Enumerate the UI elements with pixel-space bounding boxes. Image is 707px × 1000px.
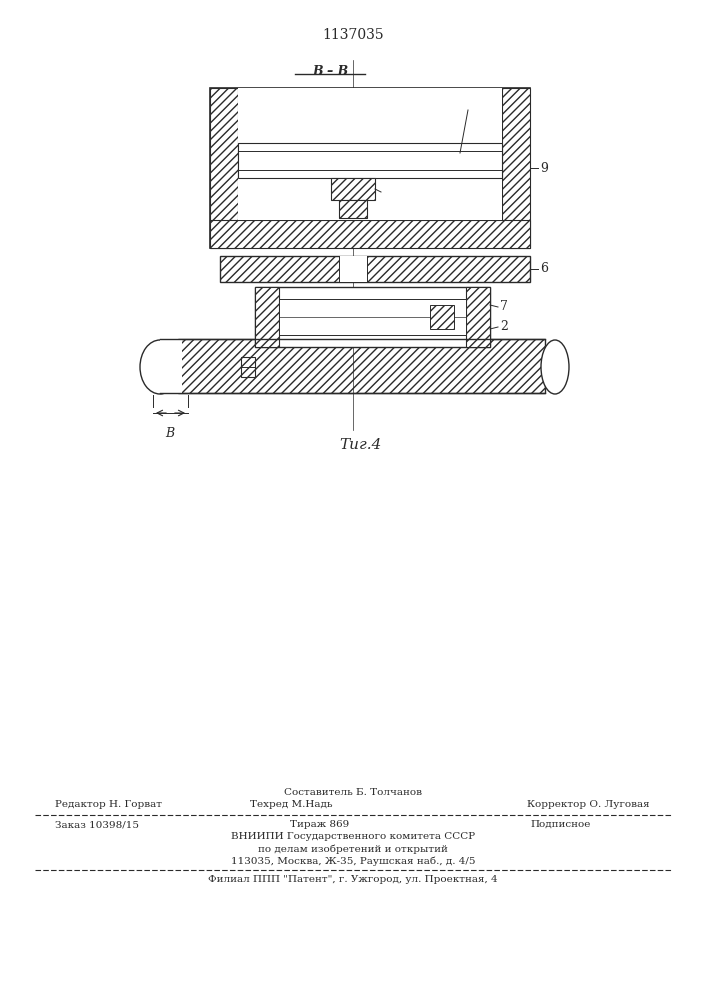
Bar [339,256,367,282]
Bar [339,200,367,218]
Bar [238,143,502,178]
Bar [255,287,279,347]
Text: Τиг.4: Τиг.4 [339,438,381,452]
Text: Составитель Б. Толчанов: Составитель Б. Толчанов [284,788,422,797]
Bar [331,178,375,200]
Text: Корректор О. Луговая: Корректор О. Луговая [527,800,650,809]
Bar [241,357,255,377]
Bar [210,88,530,248]
Bar [279,299,466,335]
Ellipse shape [140,340,180,394]
Bar [430,305,454,329]
Text: 9: 9 [540,161,548,174]
Bar [255,287,490,347]
Bar [238,88,502,220]
Text: Тираж 869: Тираж 869 [290,820,349,829]
Bar [210,88,238,248]
Bar [502,88,530,248]
Text: 7: 7 [500,300,508,314]
Text: Редактор Н. Горват: Редактор Н. Горват [55,800,162,809]
Bar [220,256,530,282]
Text: Филиал ППП "Патент", г. Ужгород, ул. Проектная, 4: Филиал ППП "Патент", г. Ужгород, ул. Про… [208,875,498,884]
Text: c: c [397,104,404,116]
Bar [160,339,182,393]
Text: a: a [286,119,293,132]
Bar [210,220,530,248]
Text: 8: 8 [383,188,391,200]
Bar [178,339,545,393]
Text: 2: 2 [500,320,508,334]
Text: B: B [165,427,175,440]
Text: B – B: B – B [312,65,348,78]
Text: Техред М.Надь: Техред М.Надь [250,800,332,809]
Text: 10: 10 [470,100,486,112]
Text: 6: 6 [540,262,548,275]
Text: Заказ 10398/15: Заказ 10398/15 [55,820,139,829]
Text: 1137035: 1137035 [322,28,384,42]
Text: по делам изобретений и открытий: по делам изобретений и открытий [258,844,448,854]
Text: Подписное: Подписное [530,820,590,829]
Text: 113035, Москва, Ж-35, Раушская наб., д. 4/5: 113035, Москва, Ж-35, Раушская наб., д. … [230,856,475,865]
Text: ВНИИПИ Государственного комитета СССР: ВНИИПИ Государственного комитета СССР [231,832,475,841]
Bar [466,287,490,347]
Ellipse shape [541,340,569,394]
